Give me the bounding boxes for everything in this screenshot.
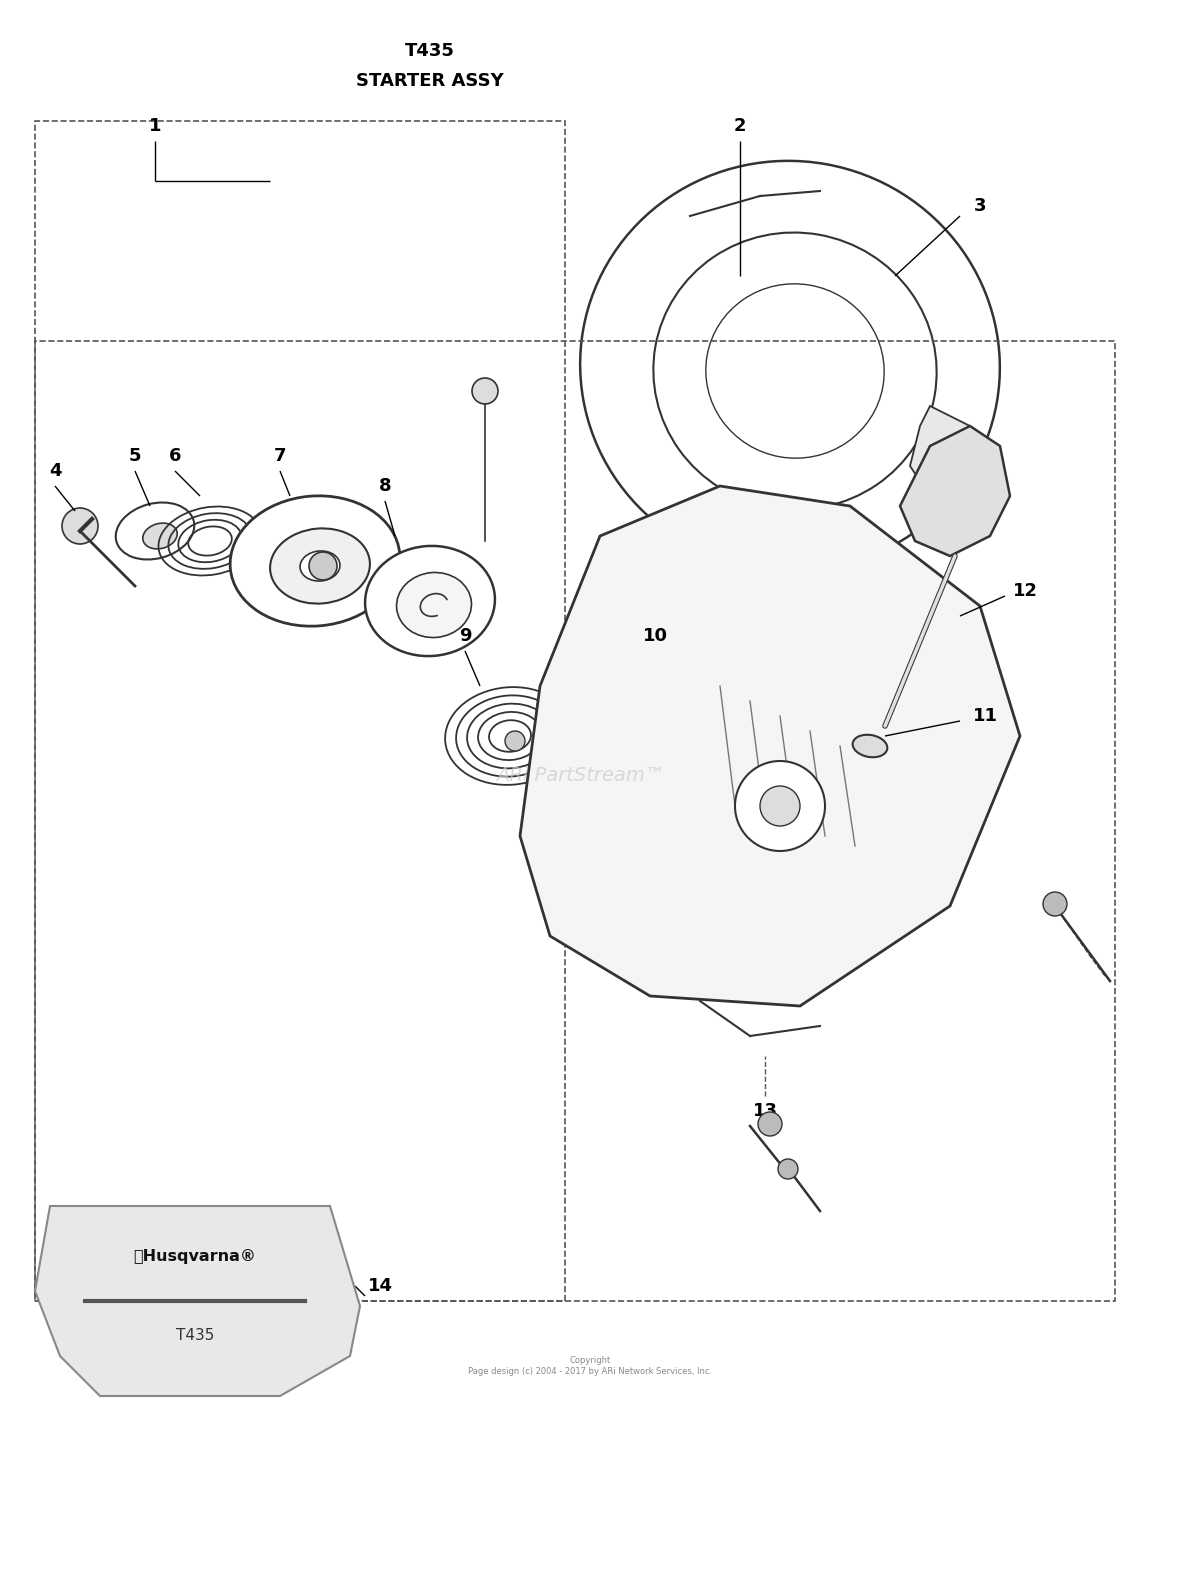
Polygon shape [520,485,1020,1006]
Bar [35,121,565,1301]
Circle shape [778,1159,798,1178]
Ellipse shape [396,573,472,638]
Ellipse shape [300,550,340,580]
Text: 9: 9 [459,626,471,646]
Text: 12: 12 [1012,582,1037,600]
Text: 14: 14 [367,1277,393,1296]
Text: Copyright
Page design (c) 2004 - 2017 by ARi Network Services, Inc.: Copyright Page design (c) 2004 - 2017 by… [468,1356,712,1375]
Ellipse shape [270,528,369,604]
Text: 7: 7 [274,447,287,465]
Ellipse shape [853,734,887,757]
Text: 1: 1 [149,117,162,135]
Circle shape [309,552,337,580]
Circle shape [735,761,825,852]
Text: 6: 6 [169,447,182,465]
Text: ⓗHusqvarna®: ⓗHusqvarna® [133,1248,256,1264]
Ellipse shape [654,233,937,509]
Text: 4: 4 [48,462,61,481]
Circle shape [760,787,800,826]
Ellipse shape [706,284,884,458]
Ellipse shape [143,523,177,549]
Circle shape [505,731,525,752]
Bar [35,341,1115,1301]
Text: T435: T435 [176,1329,215,1343]
Ellipse shape [581,160,999,571]
Ellipse shape [116,503,195,560]
Polygon shape [35,1205,360,1396]
Text: ARi PartStream™: ARi PartStream™ [496,766,664,785]
Text: 2: 2 [734,117,746,135]
Ellipse shape [230,496,400,626]
Text: 11: 11 [972,707,997,725]
Text: STARTER ASSY: STARTER ASSY [356,71,504,90]
Circle shape [758,1112,782,1136]
Text: 10: 10 [642,626,668,646]
Text: T435: T435 [405,41,455,60]
Circle shape [472,377,498,404]
Circle shape [63,508,98,544]
Text: 5: 5 [129,447,142,465]
Text: 3: 3 [974,197,986,216]
Circle shape [1043,891,1067,917]
Text: 13: 13 [753,1102,778,1120]
Polygon shape [900,427,1010,557]
Text: 8: 8 [379,477,392,495]
Polygon shape [910,406,981,496]
Ellipse shape [365,546,494,657]
